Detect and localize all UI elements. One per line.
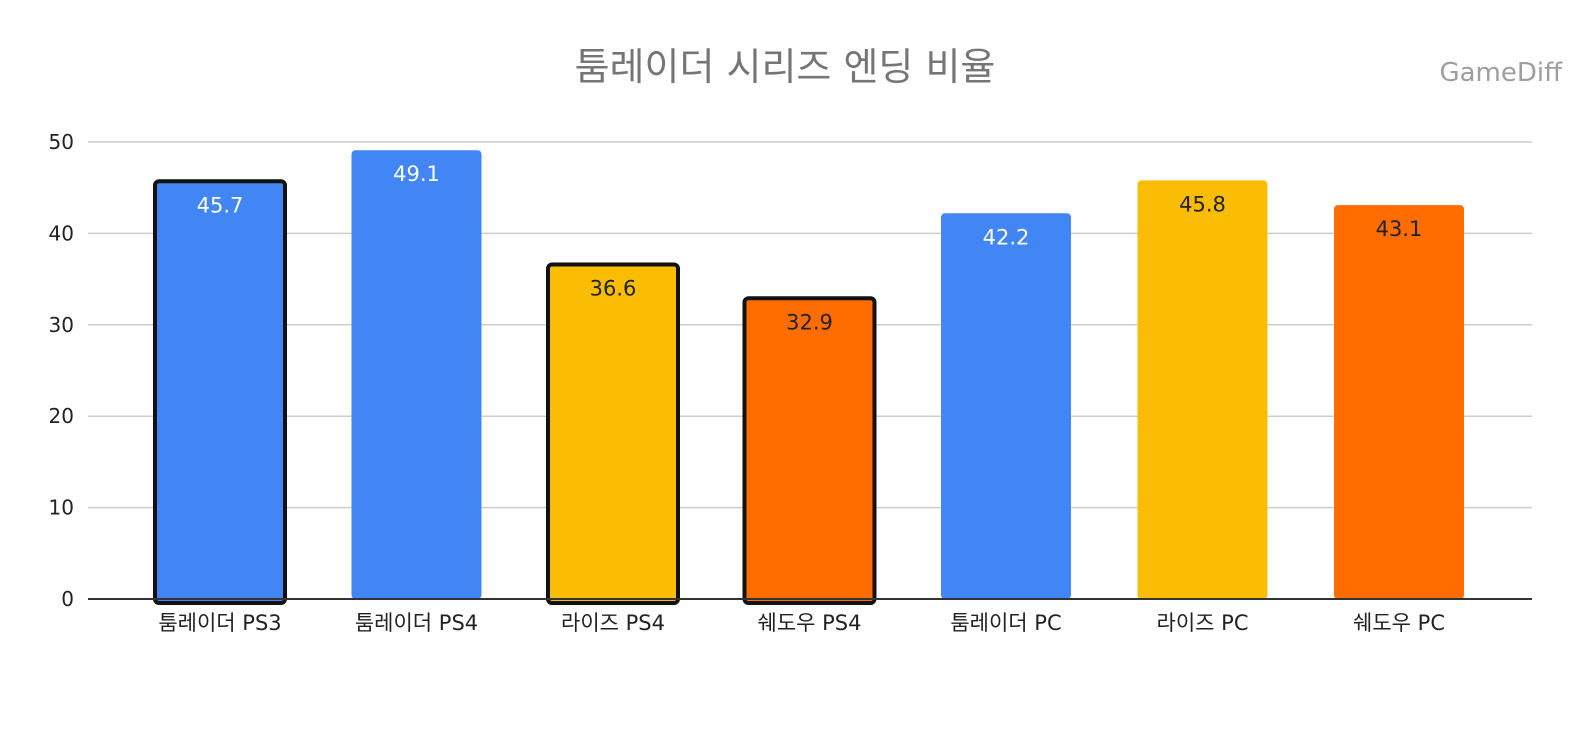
y-tick-label: 0 (61, 587, 74, 611)
watermark: GameDiff (1439, 58, 1562, 88)
x-tick-label: 라이즈 PS4 (561, 611, 665, 635)
data-label: 45.8 (1179, 192, 1226, 216)
bar (153, 179, 287, 605)
data-label: 42.2 (983, 225, 1030, 249)
bar (546, 262, 680, 605)
chart-title: 툼레이더 시리즈 엔딩 비율 (574, 45, 996, 89)
data-label: 49.1 (393, 162, 440, 186)
bar (941, 213, 1071, 600)
x-tick-label: 라이즈 PC (1157, 611, 1249, 635)
x-tick-label: 툼레이더 PS3 (158, 611, 281, 635)
y-tick-label: 10 (49, 496, 74, 520)
data-label: 36.6 (590, 276, 637, 300)
bar (351, 150, 482, 599)
y-tick-label: 40 (49, 221, 74, 245)
bar (1334, 205, 1464, 600)
data-label: 32.9 (786, 310, 833, 334)
x-tick-label: 쉐도우 PS4 (758, 611, 862, 635)
y-tick-label: 50 (49, 130, 74, 154)
x-tick-label: 툼레이더 PC (950, 611, 1061, 635)
bar (1137, 180, 1268, 599)
data-label: 43.1 (1376, 217, 1423, 241)
x-tick-label: 툼레이더 PS4 (355, 611, 478, 635)
y-tick-label: 20 (49, 404, 74, 428)
x-tick-label: 쉐도우 PC (1353, 611, 1445, 635)
bar (742, 296, 877, 605)
y-tick-label: 30 (49, 313, 74, 337)
data-label: 45.7 (197, 193, 244, 217)
